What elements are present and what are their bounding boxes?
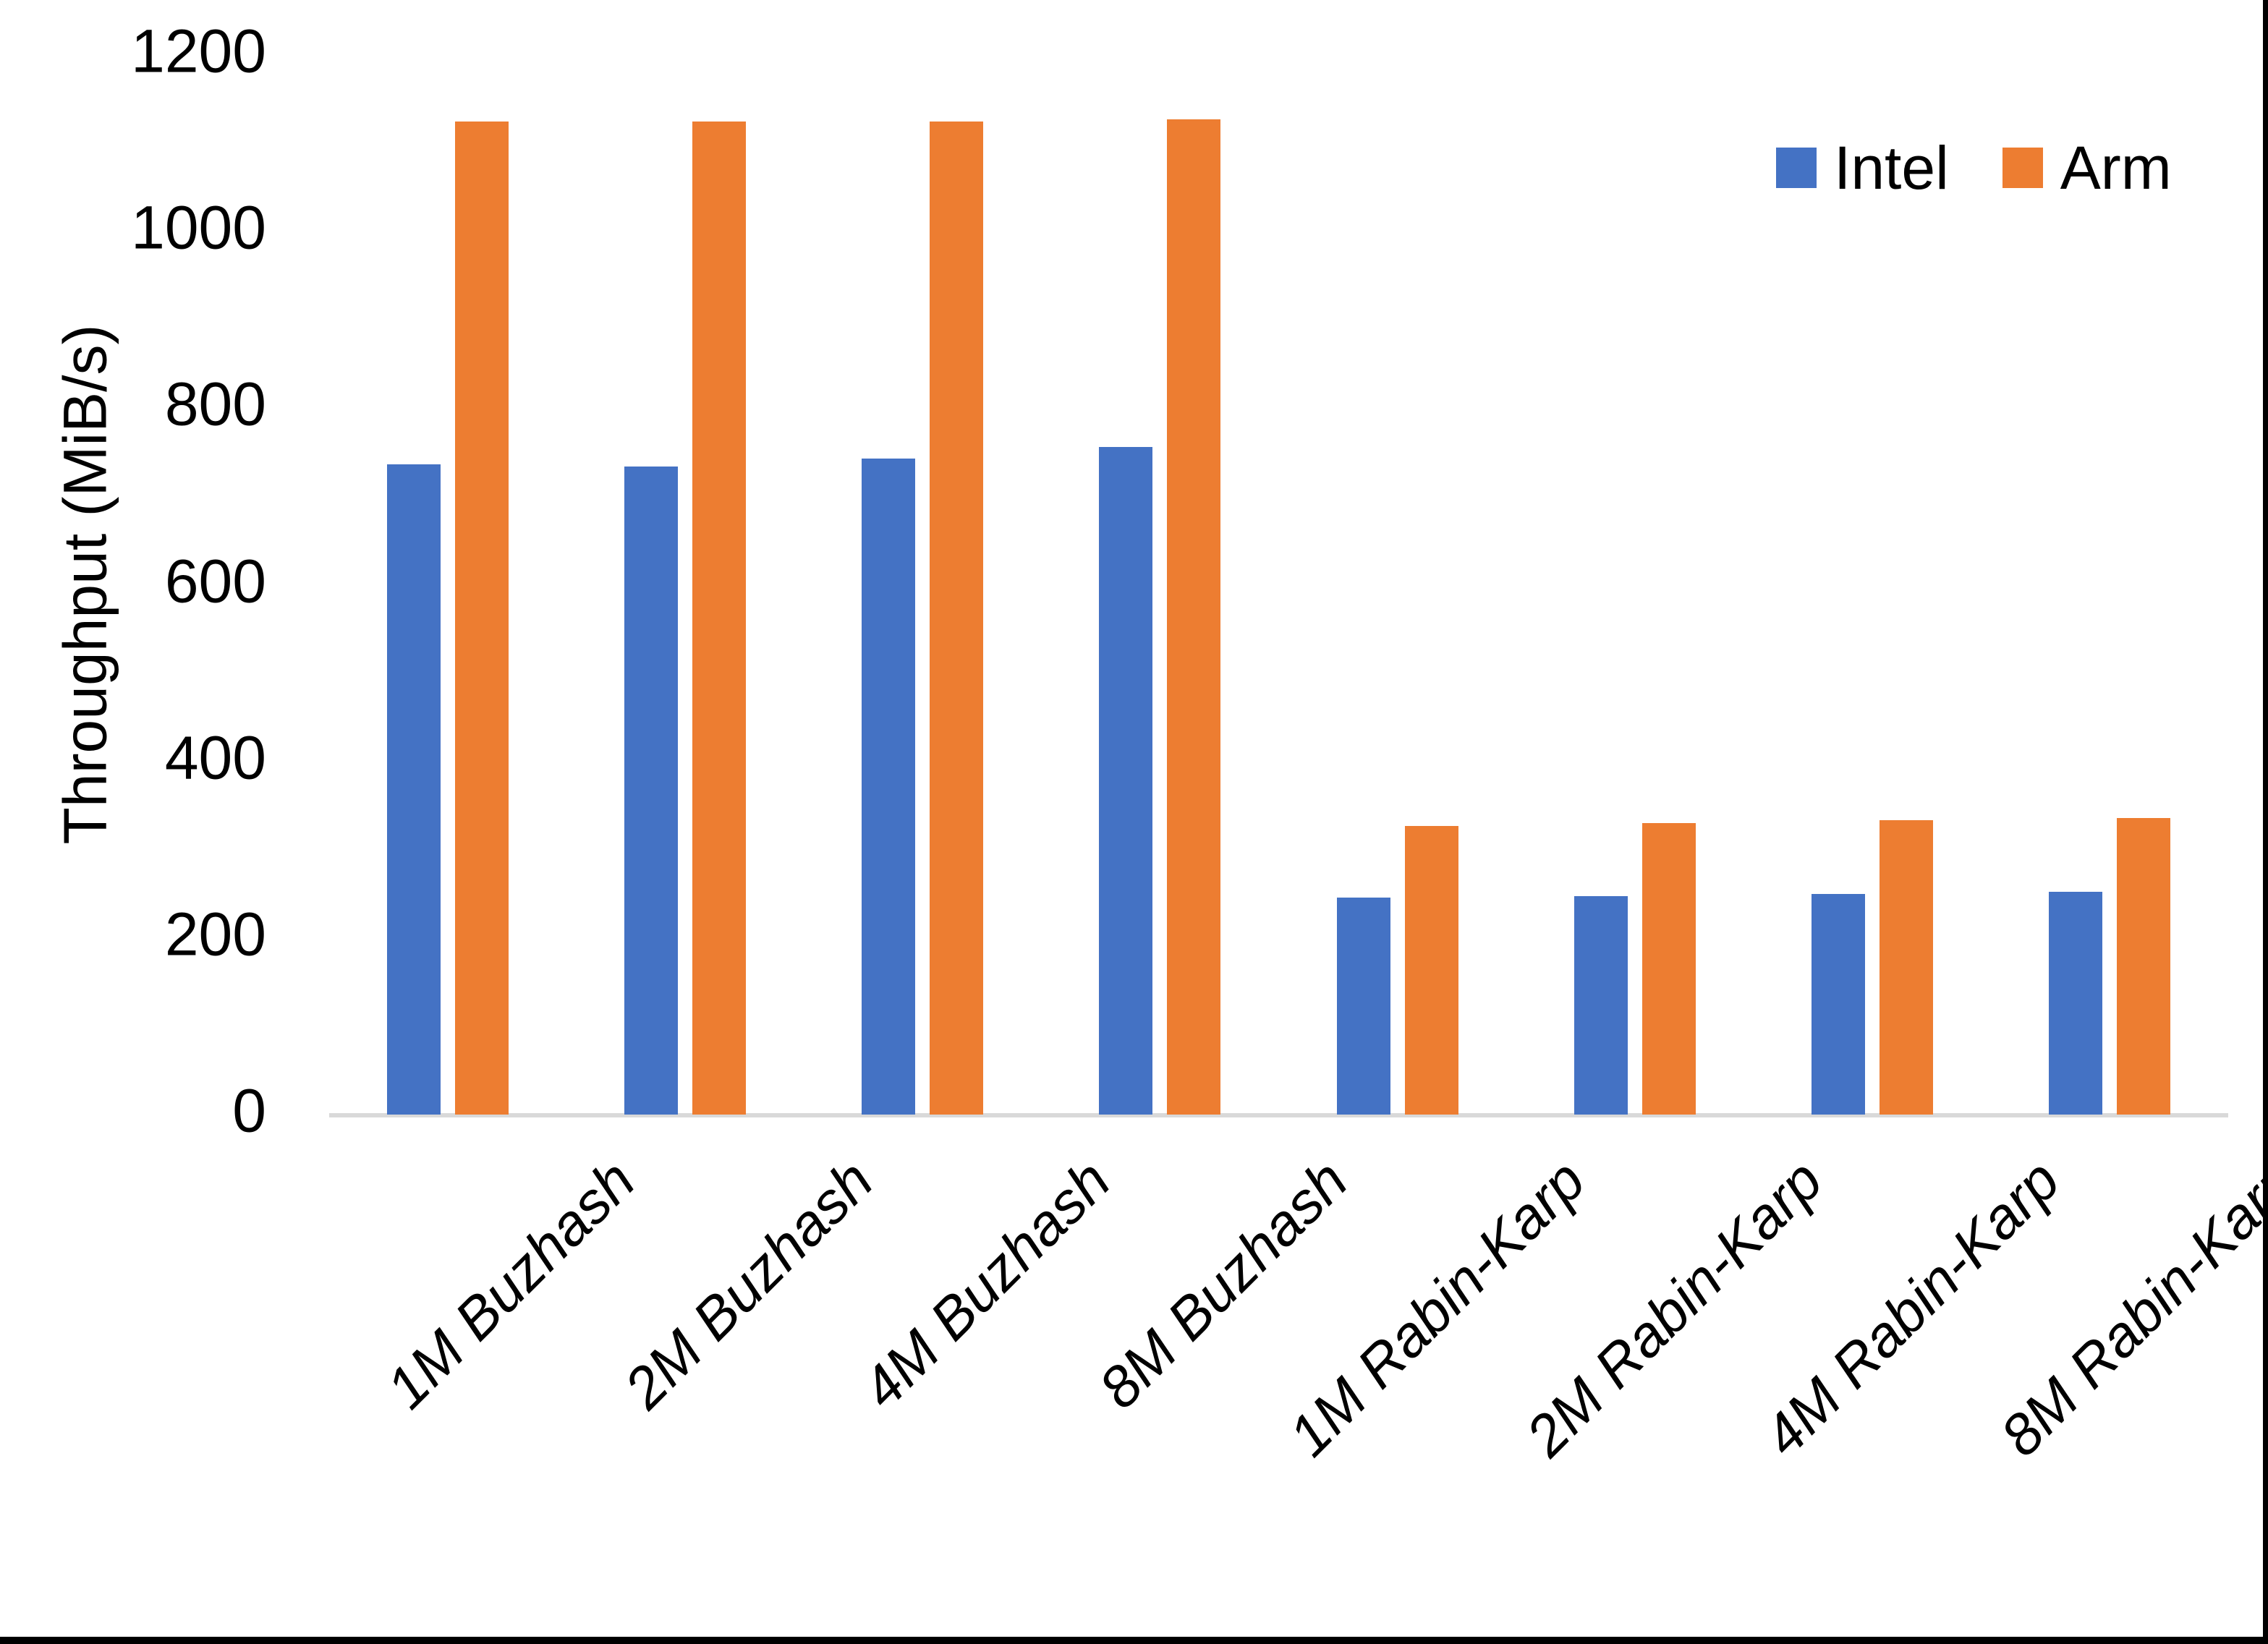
legend: Intel Arm	[1776, 137, 2172, 198]
x-category-label-text: 4M Buzhash	[849, 1147, 1122, 1421]
bar-arm-1	[455, 121, 509, 1115]
legend-swatch-arm-icon	[2002, 148, 2043, 188]
y-tick-label: 1000	[131, 193, 266, 262]
frame-border-bottom	[0, 1637, 2268, 1644]
bar-intel-4	[1099, 447, 1153, 1115]
legend-label-intel: Intel	[1834, 134, 1949, 202]
bar-intel-2	[624, 466, 679, 1115]
bar-arm-7	[1879, 820, 1933, 1115]
bar-intel-8	[2048, 892, 2102, 1115]
legend-item-intel: Intel	[1776, 137, 1949, 198]
x-category-label-text: 1M Buzhash	[374, 1147, 647, 1421]
bar-arm-3	[930, 121, 984, 1115]
bar-arm-4	[1167, 119, 1221, 1115]
y-tick-label: 600	[164, 547, 266, 616]
y-tick-label: 0	[232, 1076, 266, 1145]
bar-intel-7	[1811, 893, 1865, 1115]
x-category-label-text: 2M Buzhash	[611, 1147, 885, 1421]
bar-arm-2	[692, 121, 747, 1115]
x-axis-line	[329, 1113, 2228, 1117]
y-tick-label: 400	[164, 723, 266, 792]
bar-intel-5	[1336, 897, 1390, 1115]
frame-border-right	[2263, 0, 2268, 1644]
bar-arm-5	[1404, 825, 1458, 1115]
legend-item-arm: Arm	[2002, 137, 2172, 198]
legend-swatch-intel-icon	[1776, 148, 1817, 188]
bar-arm-8	[2116, 817, 2170, 1115]
y-tick-label: 1200	[131, 17, 266, 85]
y-tick-label: 800	[164, 370, 266, 438]
legend-label-arm: Arm	[2060, 134, 2172, 202]
bar-arm-6	[1641, 823, 1696, 1115]
bar-intel-1	[387, 464, 441, 1115]
plot-area	[329, 55, 2228, 1117]
bar-intel-3	[862, 458, 916, 1115]
bar-intel-6	[1573, 896, 1628, 1115]
y-tick-label: 200	[164, 900, 266, 968]
